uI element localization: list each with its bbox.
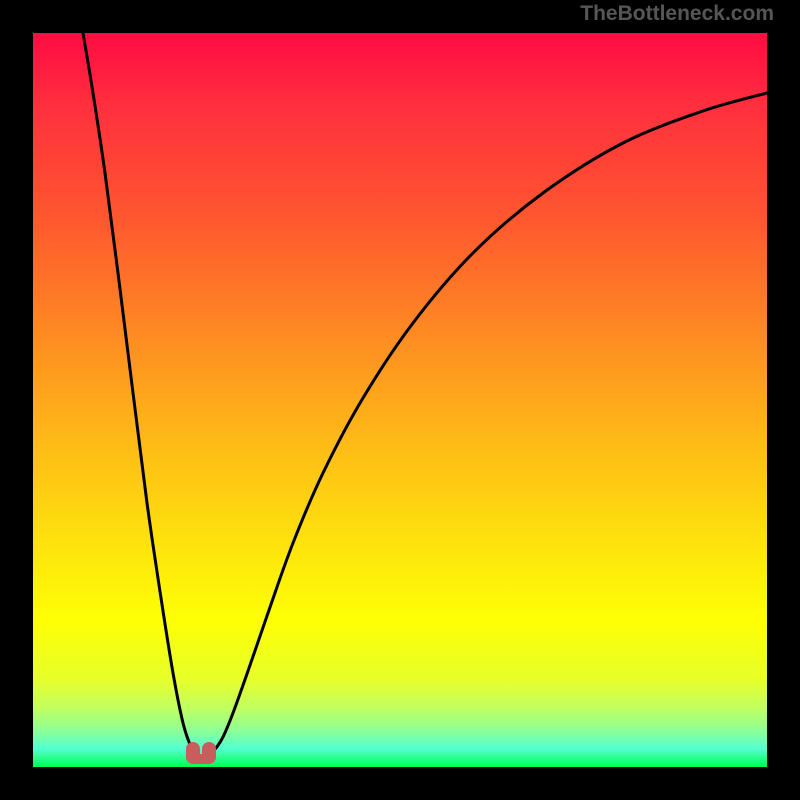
bottom-markers xyxy=(186,742,216,764)
marker-lobe-1 xyxy=(202,742,216,764)
plot-area xyxy=(33,33,767,767)
marker-layer xyxy=(33,33,767,767)
chart-container: TheBottleneck.com xyxy=(0,0,800,800)
watermark-text: TheBottleneck.com xyxy=(580,2,774,26)
marker-lobe-0 xyxy=(186,742,200,764)
